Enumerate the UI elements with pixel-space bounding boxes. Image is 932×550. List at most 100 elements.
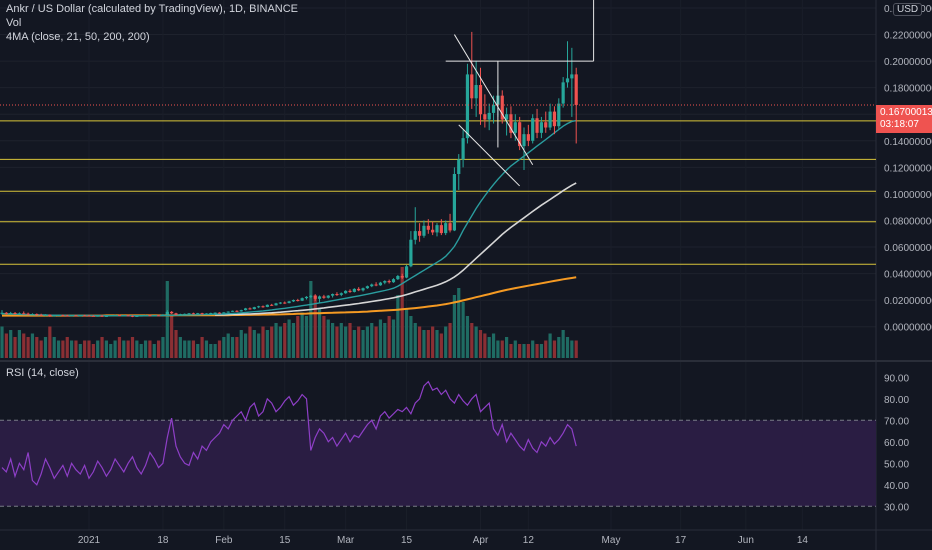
volume-bar [287,319,291,358]
candle [187,313,191,315]
symbol-title[interactable]: Ankr / US Dollar (calculated by TradingV… [6,3,299,15]
time-tick-label: 15 [401,535,413,546]
candle-body [296,300,300,302]
volume-bar [448,323,452,358]
volume-bar [261,326,265,358]
candle-body [574,74,578,105]
candle [326,295,330,299]
candle-body [96,315,100,317]
price-tick-label: 0.10000000 [884,190,932,201]
candle-body [174,313,178,315]
volume-bar [70,340,74,358]
candle [439,219,443,236]
volume-bar [322,316,326,358]
trend-line[interactable] [458,124,521,187]
candle-body [396,275,400,280]
candle-body [244,308,248,311]
candle-body [409,239,413,267]
candle [230,310,235,312]
candle [87,315,91,317]
volume-bar [357,326,361,358]
volume-bar [487,337,491,358]
candle [557,98,561,129]
candle-body [335,294,339,296]
candle [300,297,304,302]
candle-body [418,231,422,236]
ma200-line [2,276,577,317]
currency-badge[interactable]: USD [893,3,923,16]
candle [148,314,152,317]
ma50-line [215,182,577,316]
volume-bar [496,340,500,358]
volume-bar [418,326,422,358]
trend-line[interactable] [453,34,534,165]
candle-body [257,306,261,308]
volume-bar [483,333,487,358]
candle [139,315,143,317]
candle-body [400,275,404,278]
candle-body [531,118,535,141]
volume-bar [557,337,561,358]
ma-legend[interactable]: 4MA (close, 21, 50, 200, 200) [6,31,150,43]
price-tick-label: 0.12000000 [884,163,932,174]
volume-bar [539,344,543,358]
candle [183,313,187,315]
candle-body [235,310,239,312]
candle [348,289,352,293]
volume-bar [187,340,191,358]
candle [196,312,200,315]
volume-bar [378,319,383,358]
volume-bar [335,326,339,358]
volume-bar [509,344,513,358]
rsi-legend[interactable]: RSI (14, close) [6,367,79,379]
candle-body [56,315,61,317]
candle-body [157,315,161,317]
volume-bar [148,340,152,358]
volume-bar [17,330,21,358]
horizontal-levels[interactable] [0,120,876,265]
volume-bar [326,319,330,358]
candle [448,213,452,233]
candle [522,127,526,171]
candle [313,294,317,301]
candle [0,310,4,315]
candle [143,314,148,317]
candle [378,281,383,286]
volume-bar [300,312,304,358]
rsi-line [1,380,577,486]
candle-body [361,288,365,291]
candle-body [457,159,461,174]
candle [357,287,361,292]
volume-bar [209,344,213,358]
candle-body [48,314,52,317]
candle [483,94,487,128]
candle [361,287,365,292]
volume-bar [196,344,200,358]
rsi-tick-label: 70.00 [884,416,909,427]
candle [457,154,461,190]
candle-body [39,314,43,316]
candle [178,313,182,316]
candle [526,124,530,147]
volume-bar [61,340,65,358]
volume-bar [304,316,309,358]
candle-body [78,315,82,317]
volume-bar [470,323,474,358]
candle-body [309,295,313,297]
volume-bar [35,337,39,358]
candle [418,223,422,242]
candle [13,311,17,315]
candle [518,116,522,151]
candle [331,293,335,298]
candle [391,278,396,283]
candle-body [452,174,456,231]
volume-legend[interactable]: Vol [6,17,22,29]
candle-body [557,103,561,127]
volume-bar [265,330,269,358]
candle [383,280,387,285]
candle-body [426,225,430,230]
trend-drawings[interactable] [445,0,595,187]
candle-body [143,315,148,317]
volume-bar [43,337,48,358]
